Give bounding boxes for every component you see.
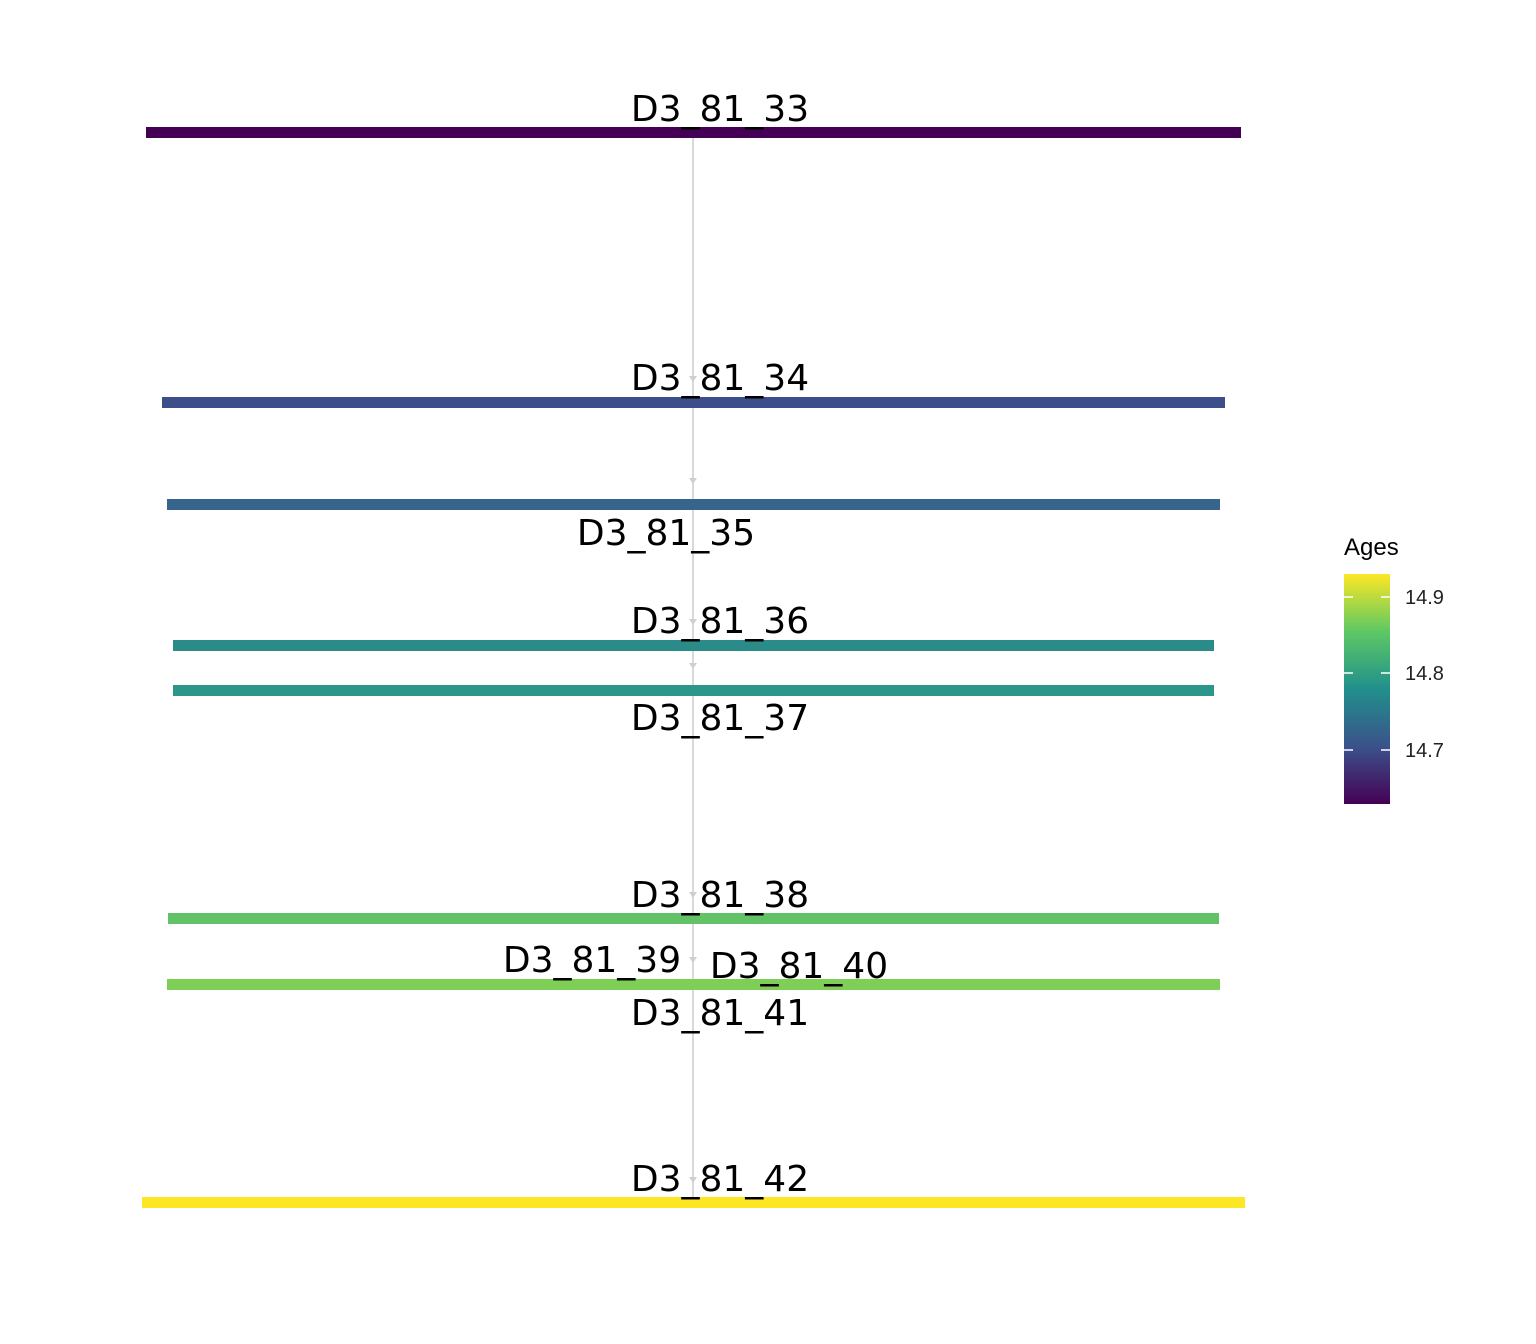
node-label: D3_81_42 xyxy=(631,1159,809,1200)
node-bar-d3-81-34 xyxy=(162,397,1225,408)
node-labels: D3_81_33 D3_81_34 D3_81_35 D3_81_36 D3_8… xyxy=(503,89,888,1200)
node-bar-d3-81-36 xyxy=(173,640,1214,651)
node-label: D3_81_35 xyxy=(577,513,755,554)
edge-arrowhead xyxy=(689,892,697,898)
edge-arrowheads xyxy=(689,376,697,1183)
legend: Ages 14.9 14.8 14.7 xyxy=(1344,534,1444,804)
node-bar-d3-81-35 xyxy=(167,499,1220,510)
node-bar-d3-81-38 xyxy=(168,913,1219,924)
edge-arrowhead xyxy=(689,478,697,484)
node-bar-d3-81-37 xyxy=(173,685,1214,696)
node-label: D3_81_41 xyxy=(631,993,809,1034)
legend-tick-label: 14.9 xyxy=(1405,587,1444,609)
node-label: D3_81_37 xyxy=(631,698,809,739)
edge-arrowhead xyxy=(689,663,697,669)
node-label: D3_81_34 xyxy=(631,358,809,399)
node-bar-d3-81-39-41 xyxy=(167,979,1220,990)
edge-arrowhead xyxy=(689,1177,697,1183)
legend-colorbar xyxy=(1344,574,1390,804)
node-label: D3_81_38 xyxy=(631,875,809,916)
node-label: D3_81_36 xyxy=(631,601,809,642)
node-bars xyxy=(142,127,1245,1208)
legend-tick-label: 14.8 xyxy=(1405,663,1444,685)
edge-arrowhead xyxy=(689,619,697,625)
legend-ticks xyxy=(1344,596,1390,751)
node-label: D3_81_39 xyxy=(503,940,681,981)
edge-arrowhead xyxy=(689,376,697,382)
node-label: D3_81_40 xyxy=(710,946,888,987)
legend-title: Ages xyxy=(1344,534,1399,561)
node-label: D3_81_33 xyxy=(631,89,809,130)
edge-arrowhead xyxy=(689,957,697,963)
node-bar-d3-81-33 xyxy=(146,127,1241,138)
node-bar-d3-81-42 xyxy=(142,1197,1245,1208)
legend-tick-label: 14.7 xyxy=(1405,740,1444,762)
